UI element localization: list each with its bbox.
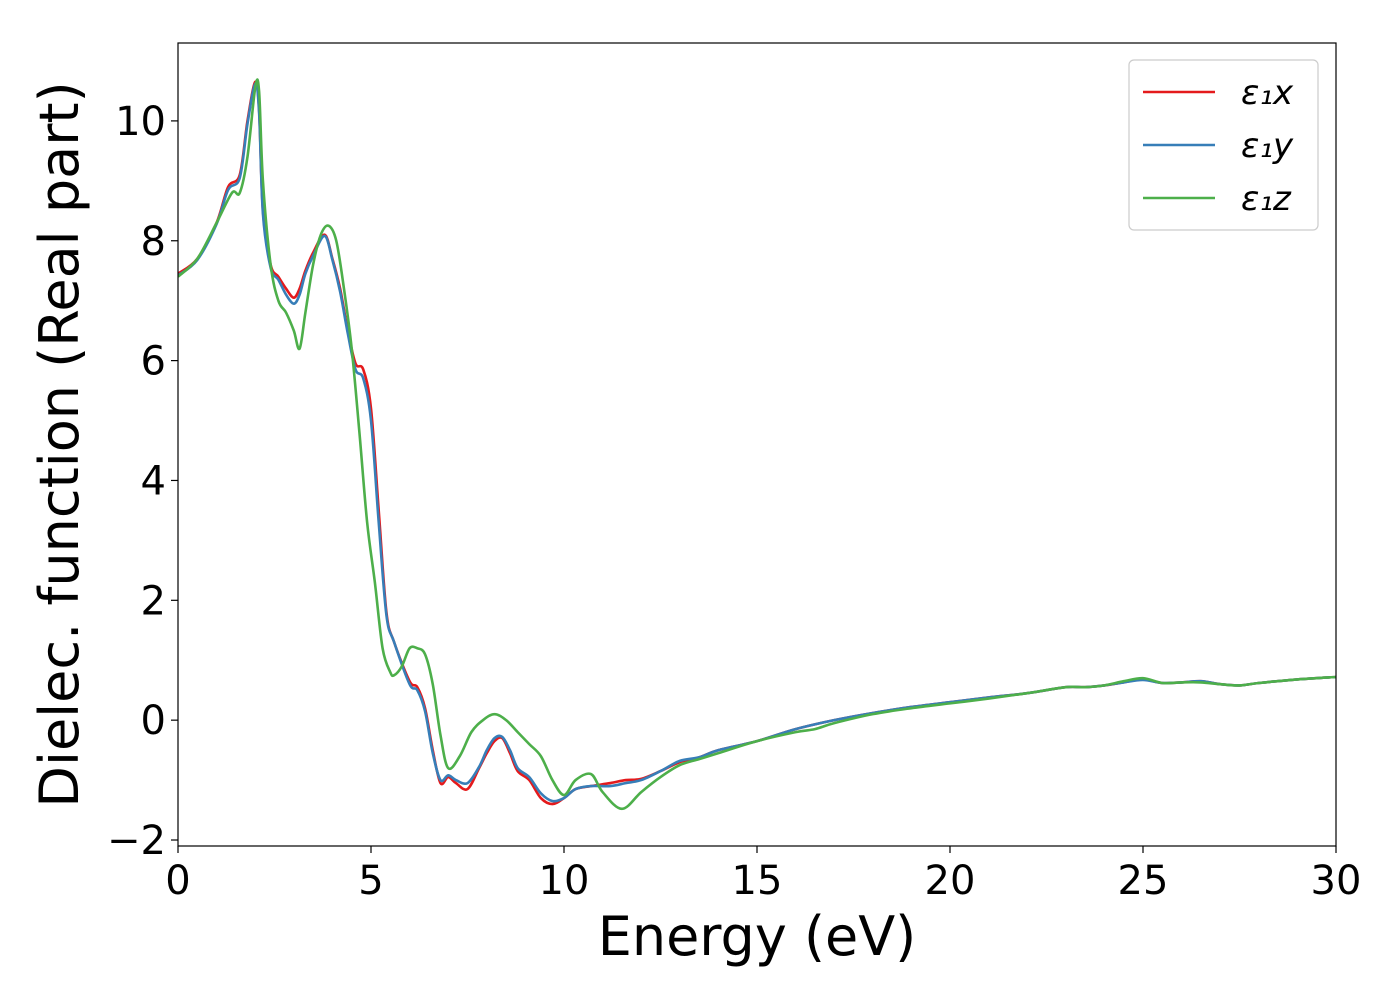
legend-label-3: ε₁z [1241,179,1292,219]
y-tick-label: 10 [115,99,166,145]
x-tick-label: 20 [925,858,976,904]
x-axis-label: Energy (eV) [598,905,917,968]
series-line-3 [178,78,1336,811]
legend-label-1: ε₁x [1241,73,1294,113]
legend-label-2: ε₁y [1241,126,1294,166]
y-tick-label: −2 [107,818,166,864]
y-axis-label: Dielec. function (Real part) [28,81,91,807]
y-tick-label: 6 [141,339,166,385]
legend-box [1128,59,1319,231]
x-tick-label: 10 [539,858,590,904]
x-tick-label: 15 [732,858,783,904]
y-tick-label: 0 [141,698,166,744]
x-tick-label: 5 [358,858,383,904]
series-layer [178,78,1336,811]
y-tick-label: 8 [141,219,166,265]
y-tick-label: 4 [141,458,166,504]
x-tick-label: 25 [1118,858,1169,904]
legend: ε₁x ε₁y ε₁z [1128,59,1319,231]
x-tick-label: 30 [1311,858,1362,904]
x-tick-label: 0 [165,858,190,904]
y-tick-label: 2 [141,578,166,624]
